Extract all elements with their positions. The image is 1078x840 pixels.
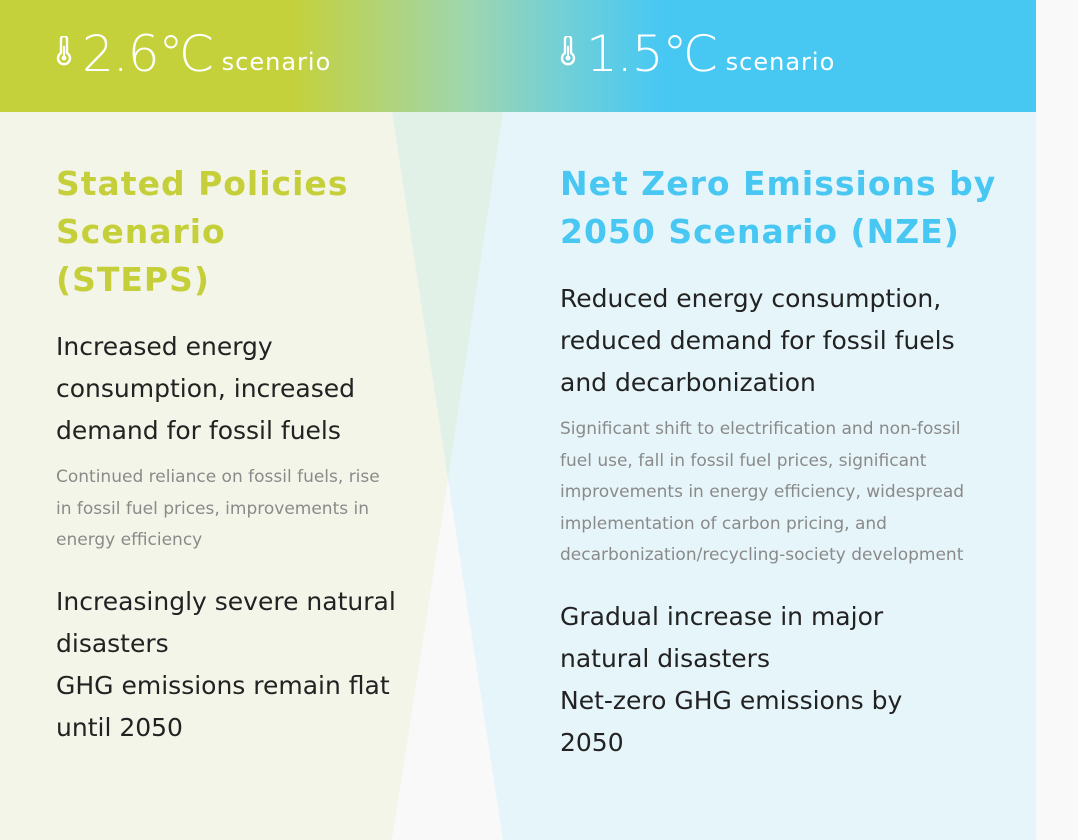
- nze-scenario-label: scenario: [725, 48, 836, 76]
- divider-top-triangle: [392, 112, 503, 480]
- thermometer-icon: [56, 36, 72, 66]
- thermometer-icon: [560, 36, 576, 66]
- steps-lead: Increased energy consumption, increased …: [56, 332, 355, 445]
- scenario-header: 2.6℃ scenario 1.5℃ scenario: [0, 0, 1036, 112]
- nze-header: 1.5℃ scenario: [560, 28, 835, 80]
- steps-title: Stated Policies Scenario (STEPS): [56, 164, 349, 299]
- nze-temperature: 1.5℃: [586, 25, 719, 83]
- nze-panel: [448, 112, 1036, 840]
- steps-temperature: 2.6℃: [82, 25, 215, 83]
- nze-column: Net Zero Emissions by 2050 Scenario (NZE…: [560, 160, 1000, 764]
- steps-panel: [0, 112, 448, 840]
- nze-note: Significant shift to electrification and…: [560, 419, 965, 565]
- steps-note: Continued reliance on fossil fuels, rise…: [56, 467, 380, 550]
- steps-header: 2.6℃ scenario: [56, 28, 331, 80]
- steps-column: Stated Policies Scenario (STEPS) Increas…: [56, 160, 396, 749]
- steps-outcome: Increasingly severe natural disasters GH…: [56, 586, 396, 742]
- nze-outcome: Gradual increase in major natural disast…: [560, 601, 903, 757]
- nze-lead: Reduced energy consumption, reduced dema…: [560, 284, 955, 397]
- nze-title: Net Zero Emissions by 2050 Scenario (NZE…: [560, 164, 997, 251]
- steps-scenario-label: scenario: [221, 48, 332, 76]
